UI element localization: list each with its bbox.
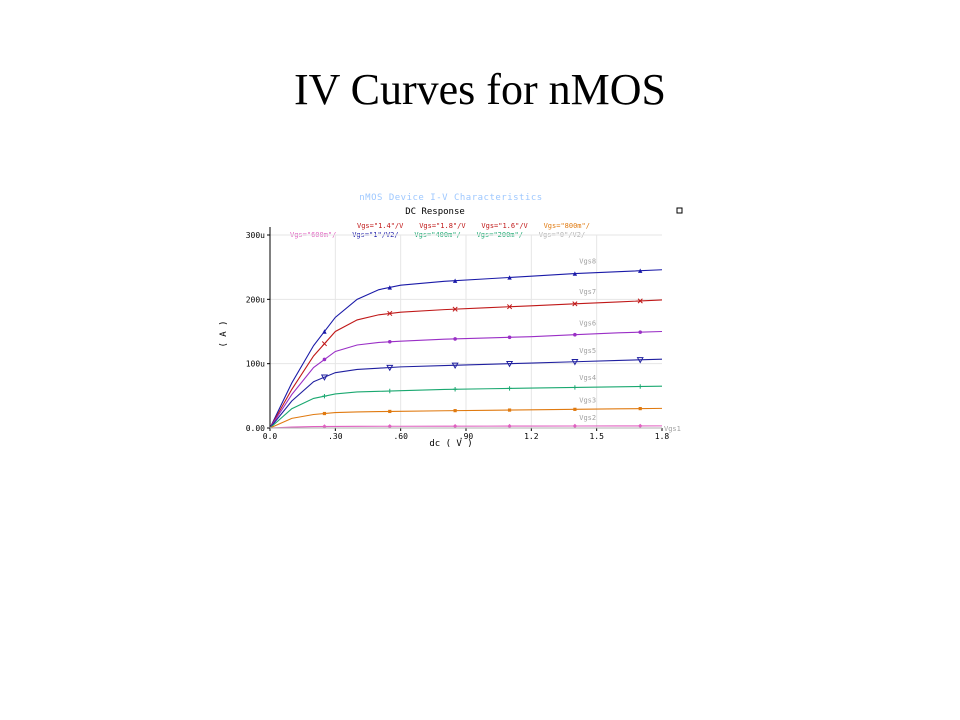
data-point [507,335,512,340]
x-axis-label: dc ( V ) [429,439,472,449]
data-point [573,332,577,337]
data-point [452,306,458,312]
data-point [507,423,512,429]
x-tick-label: .90 [459,432,474,441]
data-point [507,275,512,280]
series-label: Vgs6 [579,320,596,328]
chart-title: nMOS Device I-V Characteristics [359,193,542,203]
series-label: Vgs4 [579,374,596,382]
data-point [452,278,458,283]
data-point [572,423,578,429]
data-point [387,339,392,344]
data-point [507,408,512,412]
x-tick-label: 1.5 [589,432,604,441]
data-point [387,310,393,317]
legend-entry: Vgs="1.8"/V [419,222,466,230]
chart-subtitle: DC Response [405,207,465,217]
legend-entry: Vgs="800m"/ [544,222,590,230]
x-tick-label: .60 [393,432,408,441]
data-point [571,359,579,366]
y-tick-label: 300u [246,231,265,240]
series-line [269,358,663,429]
series-label: Vgs2 [579,414,596,422]
data-point [506,360,514,368]
series-label: Vgs3 [579,396,596,404]
x-tick-label: 1.2 [524,432,539,441]
data-point [322,393,327,399]
data-point [388,409,392,414]
x-tick-label: 0.0 [263,432,278,441]
data-point [387,424,392,429]
window-control-icon[interactable] [676,207,683,214]
data-point [507,386,512,391]
data-point [387,388,392,394]
x-tick-label: 1.8 [655,432,670,441]
data-point [322,329,327,334]
data-point [322,411,327,416]
data-point [638,384,643,389]
legend-entry: Vgs="1.6"/V [481,222,528,230]
series-label: Vgs8 [579,258,596,266]
series-label: Vgs7 [579,288,596,296]
data-point [572,271,578,276]
series-label: Vgs5 [579,347,596,355]
data-point [638,268,643,273]
slide-title: IV Curves for nMOS [294,65,666,114]
data-point [451,362,459,370]
data-point [321,341,327,347]
iv-chart: nMOS Device I-V Characteristics DC Respo… [219,193,683,449]
data-point [638,423,643,429]
data-point [387,285,392,290]
y-tick-label: 0.00 [246,424,265,433]
data-point [453,337,457,341]
data-point [638,407,642,411]
x-tick-label: .30 [328,432,343,441]
data-point [572,301,578,307]
data-point [453,409,457,413]
data-point [572,385,578,390]
series-label: Vgs1 [664,425,681,433]
data-point [507,304,513,310]
data-point [573,407,577,411]
y-tick-label: 100u [246,360,265,369]
data-point [320,374,328,381]
data-point [322,357,327,362]
series: Vgs8 Vgs7 Vgs6 Vgs5 Vgs4 Vgs3 Vgs2 Vgs1 [269,258,681,433]
grid [270,234,662,428]
data-point [637,298,643,304]
y-tick-label: 200u [246,295,265,304]
data-point [452,387,458,392]
data-point [638,330,643,334]
data-point [636,357,644,364]
data-point [386,364,394,372]
legend-entry: Vgs="1.4"/V [357,222,404,230]
y-axis-label: ( A ) [219,320,229,347]
